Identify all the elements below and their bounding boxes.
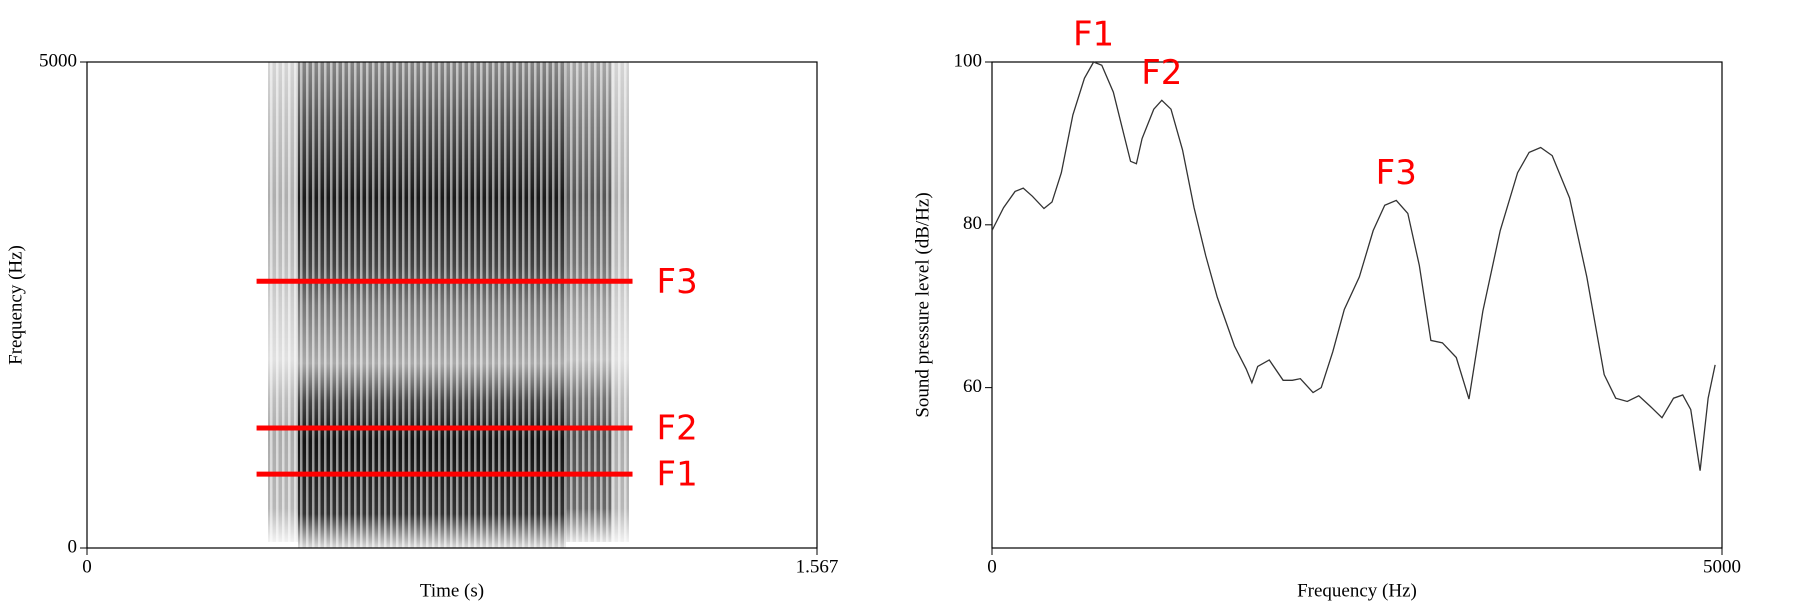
x-axis-label: Time (s) [420,580,484,601]
y-tick-label: 0 [68,536,78,557]
y-tick-label: 80 [963,213,982,234]
annotation: F2 [1141,53,1182,93]
y-axis-label: Sound pressure level (dB/Hz) [912,192,933,417]
formant-label: F2 [657,408,698,448]
x-axis-label: Frequency (Hz) [1297,580,1417,601]
x-tick-label: 1.567 [796,556,839,577]
spectrogram-stripes [268,62,629,548]
y-tick-label: 100 [954,50,983,71]
x-tick-label: 0 [987,556,997,577]
spectrum-line [991,61,1716,471]
spectrogram-image [268,62,629,548]
x-tick-label: 0 [82,556,92,577]
formant-label: F1 [657,455,698,495]
annotation: F1 [1073,15,1114,55]
y-tick-label: 60 [963,376,982,397]
plot-frame [86,61,818,549]
formant-label: F3 [657,262,698,302]
y-tick-label: 5000 [39,50,77,71]
annotation: F3 [1376,153,1417,193]
y-axis-label: Frequency (Hz) [5,245,26,365]
plot-frame [991,61,1723,549]
x-tick-label: 5000 [1703,556,1741,577]
